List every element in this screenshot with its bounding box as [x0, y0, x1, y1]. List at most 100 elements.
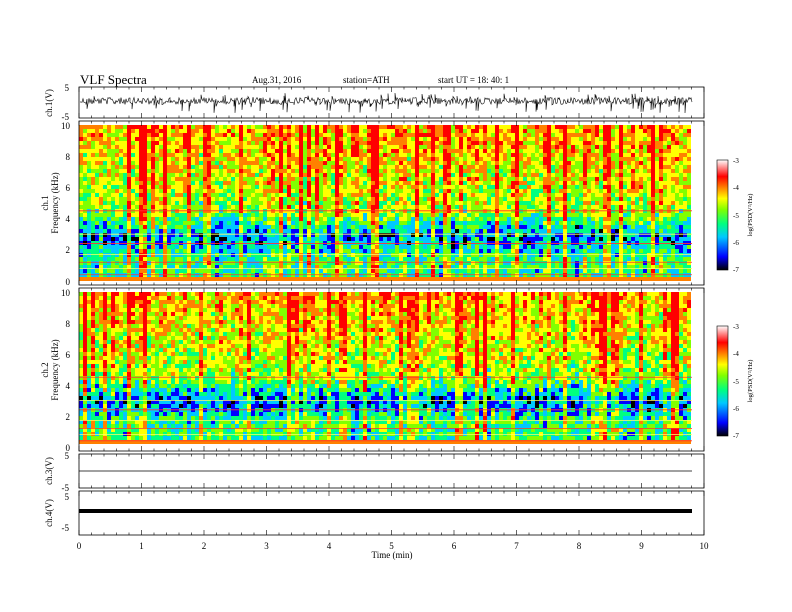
spectrogram-cell [475, 201, 479, 205]
spectrogram-cell [387, 233, 391, 237]
spectrogram-cell [575, 241, 579, 245]
spectrogram-cell [427, 181, 431, 185]
spectrogram-cell [547, 181, 551, 185]
spectrogram-cell [315, 129, 319, 133]
spectrogram-cell [287, 265, 291, 269]
spectrogram-cell [291, 257, 295, 261]
spectrogram-cell [459, 197, 463, 201]
spectrogram-cell [255, 233, 259, 237]
spectrogram-cell [487, 265, 491, 269]
spectrogram-cell [311, 225, 315, 229]
spectrogram-cell [439, 181, 443, 185]
spectrogram-cell [135, 261, 139, 265]
spectrogram-cell [351, 253, 355, 257]
spectrogram-cell [467, 161, 471, 165]
spectrogram-cell [243, 153, 247, 157]
spectrogram-cell [123, 145, 127, 149]
spectrogram-cell [519, 205, 523, 209]
spectrogram-cell [195, 245, 199, 249]
spectrogram-cell [555, 149, 559, 153]
spectrogram-cell [175, 217, 179, 221]
spectrogram-cell [399, 237, 403, 241]
spectrogram-cell [419, 197, 423, 201]
spectrogram-cell [435, 141, 439, 145]
spectrogram-cell [347, 125, 351, 129]
spectrogram-cell [571, 193, 575, 197]
spectrogram-cell [183, 261, 187, 265]
spectrogram-cell [247, 169, 251, 173]
spectrogram-cell [207, 141, 211, 145]
spectrogram-cell [479, 181, 483, 185]
spectrogram-cell [403, 217, 407, 221]
spectrogram-cell [499, 189, 503, 193]
spectrogram-cell [539, 137, 543, 141]
spectrogram-cell [211, 245, 215, 249]
spectrogram-cell [363, 225, 367, 229]
spectrogram-cell [163, 277, 167, 281]
spectrogram-cell [99, 177, 103, 181]
spectrogram-cell [207, 217, 211, 221]
spectrogram-cell [407, 225, 411, 229]
spectrogram-cell [147, 185, 151, 189]
spectrogram-cell [415, 161, 419, 165]
spectrogram-cell [247, 277, 251, 281]
spectrogram-cell [363, 169, 367, 173]
spectrogram-cell [175, 249, 179, 253]
spectrogram-cell [231, 141, 235, 145]
spectrogram-cell [363, 261, 367, 265]
spectrogram-cell [299, 233, 303, 237]
spectrogram-cell [523, 125, 527, 129]
spectrogram-cell [435, 125, 439, 129]
spectrogram-cell [359, 257, 363, 261]
spectrogram-cell [163, 269, 167, 273]
spectrogram-cell [319, 189, 323, 193]
spectrogram-cell [143, 257, 147, 261]
spectrogram-cell [483, 125, 487, 129]
spectrogram-cell [259, 213, 263, 217]
spectrogram-cell [427, 173, 431, 177]
spectrogram-cell [191, 253, 195, 257]
spectrogram-cell [263, 129, 267, 133]
spectrogram-cell [407, 265, 411, 269]
spectrogram-cell [79, 193, 83, 197]
spectrogram-cell [323, 197, 327, 201]
spectrogram-cell [331, 185, 335, 189]
spectrogram-cell [147, 133, 151, 137]
spectrogram-cell [359, 149, 363, 153]
spectrogram-cell [111, 245, 115, 249]
spectrogram-cell [319, 197, 323, 201]
spectrogram-cell [503, 277, 507, 281]
spectrogram-cell [431, 269, 435, 273]
spectrogram-cell [459, 277, 463, 281]
spectrogram-cell [227, 213, 231, 217]
spectrogram-cell [547, 133, 551, 137]
spectrogram-cell [279, 177, 283, 181]
spectrogram-cell [407, 245, 411, 249]
spectrogram-cell [111, 125, 115, 129]
spectrogram-cell [307, 125, 311, 129]
spectrogram-cell [223, 137, 227, 141]
spectrogram-cell [219, 201, 223, 205]
spectrogram-cell [215, 201, 219, 205]
spectrogram-cell [575, 141, 579, 145]
spectrogram-cell [563, 165, 567, 169]
spectrogram-cell [379, 229, 383, 233]
spectrogram-cell [339, 173, 343, 177]
spectrogram-cell [247, 193, 251, 197]
spectrogram-cell [291, 145, 295, 149]
spectrogram-cell [559, 129, 563, 133]
spectrogram-cell [495, 269, 499, 273]
spectrogram-cell [459, 213, 463, 217]
spectrogram-cell [207, 181, 211, 185]
spectrogram-cell [307, 265, 311, 269]
spectrogram-cell [107, 177, 111, 181]
spectrogram-cell [207, 213, 211, 217]
spectrogram-cell [163, 225, 167, 229]
spectrogram-cell [331, 173, 335, 177]
spectrogram-cell [387, 125, 391, 129]
spectrogram-cell [263, 269, 267, 273]
spectrogram-cell [503, 265, 507, 269]
spectrogram-cell [155, 153, 159, 157]
figure-title: VLF Spectra [80, 72, 147, 87]
spectrogram-cell [475, 217, 479, 221]
